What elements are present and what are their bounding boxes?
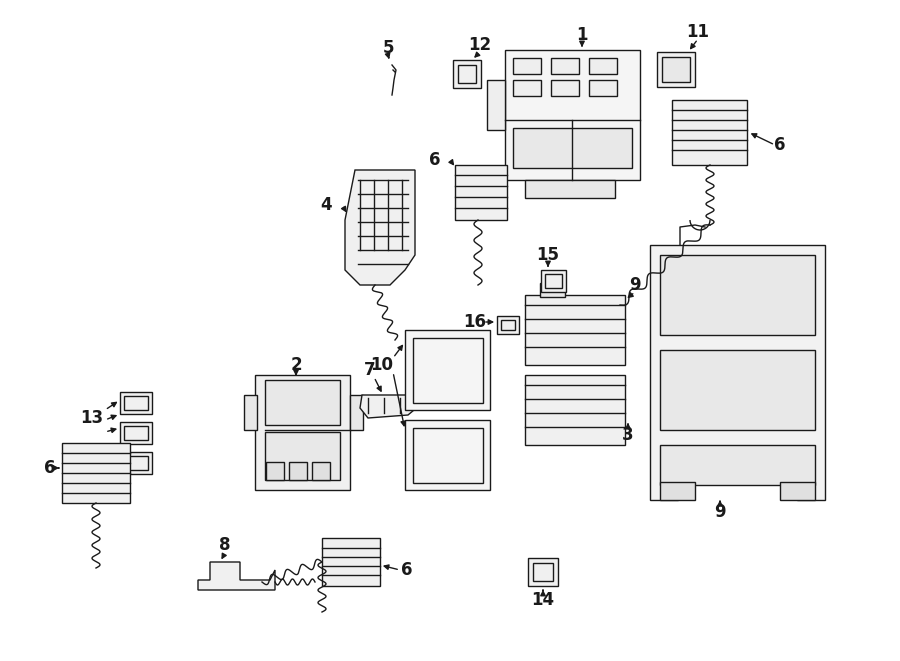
Bar	[458, 65, 476, 83]
Text: 1: 1	[576, 26, 588, 44]
Text: 13: 13	[80, 409, 104, 427]
Text: 16: 16	[464, 313, 487, 331]
Bar	[120, 392, 152, 414]
Bar	[541, 270, 566, 292]
Text: 10: 10	[371, 356, 393, 374]
Bar	[545, 274, 562, 288]
Bar	[124, 426, 148, 440]
Text: 11: 11	[687, 23, 709, 41]
Polygon shape	[345, 170, 415, 285]
Bar	[405, 420, 490, 490]
Bar	[265, 380, 340, 425]
Polygon shape	[650, 245, 825, 500]
Bar	[497, 316, 519, 334]
Bar	[672, 100, 747, 165]
Bar	[513, 128, 632, 168]
Bar	[124, 396, 148, 410]
Bar	[120, 452, 152, 474]
Bar	[322, 538, 380, 586]
Text: 5: 5	[382, 39, 394, 57]
Bar	[487, 80, 505, 130]
Text: 9: 9	[629, 276, 641, 294]
Text: 3: 3	[622, 426, 634, 444]
Bar	[266, 462, 284, 480]
Bar	[533, 563, 553, 581]
Bar	[540, 283, 565, 297]
Bar	[525, 180, 615, 198]
Text: 9: 9	[715, 503, 725, 521]
Bar	[662, 57, 690, 82]
Bar	[525, 295, 625, 365]
Bar	[350, 395, 363, 430]
Text: 6: 6	[774, 136, 786, 154]
Bar	[413, 428, 483, 483]
Bar	[551, 80, 579, 96]
Polygon shape	[198, 562, 275, 590]
Bar	[660, 350, 815, 430]
Bar	[312, 462, 330, 480]
Bar	[244, 395, 257, 430]
Bar	[124, 456, 148, 470]
Bar	[255, 375, 350, 490]
Text: 6: 6	[401, 561, 413, 579]
Bar	[660, 482, 695, 500]
Text: 2: 2	[290, 356, 302, 374]
Bar	[289, 462, 307, 480]
Bar	[589, 80, 617, 96]
Bar	[62, 443, 130, 503]
Bar	[265, 432, 340, 480]
Bar	[660, 255, 815, 335]
Text: 6: 6	[429, 151, 441, 169]
Polygon shape	[360, 395, 420, 418]
Bar	[780, 482, 815, 500]
Text: 15: 15	[536, 246, 560, 264]
Bar	[455, 165, 507, 220]
Bar	[413, 338, 483, 403]
Bar	[525, 375, 625, 445]
Text: 4: 4	[320, 196, 332, 214]
Bar	[453, 60, 481, 88]
Bar	[501, 320, 515, 330]
Bar	[657, 52, 695, 87]
Bar	[505, 50, 640, 180]
Bar	[589, 58, 617, 74]
Bar	[513, 58, 541, 74]
Text: 12: 12	[468, 36, 491, 54]
Bar	[551, 58, 579, 74]
Bar	[405, 330, 490, 410]
Text: 7: 7	[364, 361, 376, 379]
Bar	[528, 558, 558, 586]
Bar	[513, 80, 541, 96]
Text: 14: 14	[531, 591, 554, 609]
Text: 6: 6	[44, 459, 56, 477]
Bar	[120, 422, 152, 444]
Bar	[660, 445, 815, 485]
Text: 8: 8	[220, 536, 230, 554]
